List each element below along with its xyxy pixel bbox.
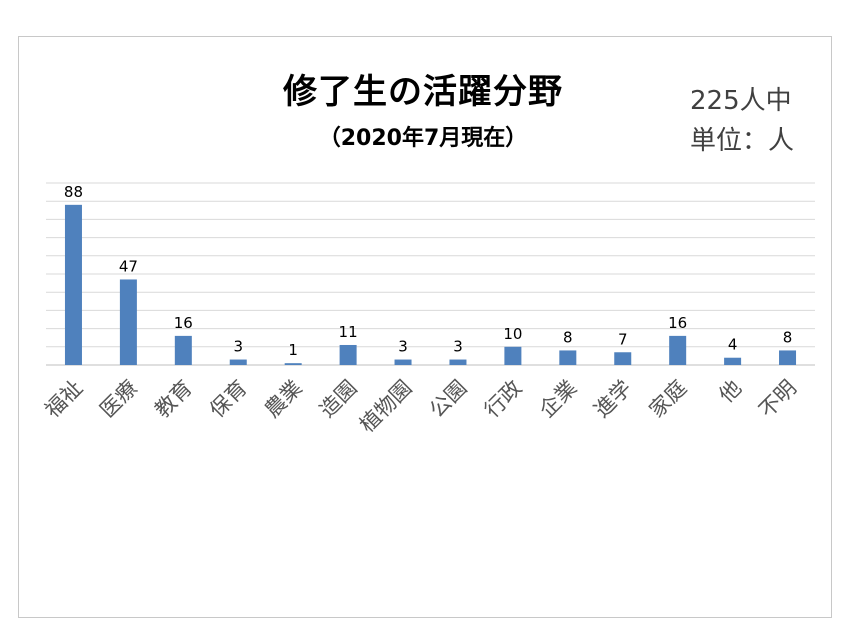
- data-label: 3: [398, 338, 408, 356]
- x-tick-label: 不明: [754, 376, 801, 423]
- total-note: 225人中: [690, 86, 792, 116]
- bar: [394, 359, 412, 365]
- bar: [504, 346, 522, 365]
- x-tick-label: 進学: [590, 376, 637, 423]
- bar: [119, 279, 137, 365]
- bar: [174, 335, 192, 365]
- chart-subtitle: （2020年7月現在）: [318, 126, 528, 151]
- data-label: 11: [339, 323, 358, 341]
- bar: [284, 363, 302, 365]
- x-tick-label: 公園: [425, 376, 472, 423]
- x-tick-label: 医療: [95, 376, 142, 423]
- data-label: 7: [618, 330, 628, 348]
- data-label: 8: [563, 328, 573, 346]
- bar: [229, 359, 247, 365]
- data-label: 3: [453, 338, 463, 356]
- x-tick-label: 保育: [205, 376, 252, 423]
- data-label: 3: [233, 338, 243, 356]
- x-tick-label: 福祉: [40, 376, 87, 423]
- data-label: 1: [288, 341, 298, 359]
- bar: [449, 359, 467, 365]
- x-tick-label: 家庭: [645, 376, 692, 423]
- data-label: 16: [174, 314, 193, 332]
- data-label: 8: [783, 328, 793, 346]
- x-tick-label: 植物園: [355, 376, 417, 438]
- bar: [339, 344, 357, 365]
- x-tick-label: 教育: [150, 376, 197, 423]
- x-tick-label: 農業: [260, 376, 307, 423]
- data-label: 88: [64, 183, 83, 201]
- bar: [559, 350, 577, 365]
- data-label: 4: [728, 336, 738, 354]
- unit-note: 単位：人: [690, 126, 795, 156]
- x-tick-label: 企業: [535, 376, 582, 423]
- bar: [669, 335, 687, 365]
- bar: [724, 357, 742, 365]
- data-label: 47: [119, 257, 138, 275]
- chart-title: 修了生の活躍分野: [283, 72, 563, 112]
- bar: [64, 204, 82, 365]
- x-tick-label: 行政: [480, 376, 527, 423]
- chart-frame: [18, 36, 832, 618]
- data-label: 10: [503, 325, 522, 343]
- data-label: 16: [668, 314, 687, 332]
- x-tick-label: 他: [714, 376, 746, 408]
- bar: [614, 352, 632, 365]
- bar: [779, 350, 797, 365]
- x-tick-label: 造園: [315, 376, 362, 423]
